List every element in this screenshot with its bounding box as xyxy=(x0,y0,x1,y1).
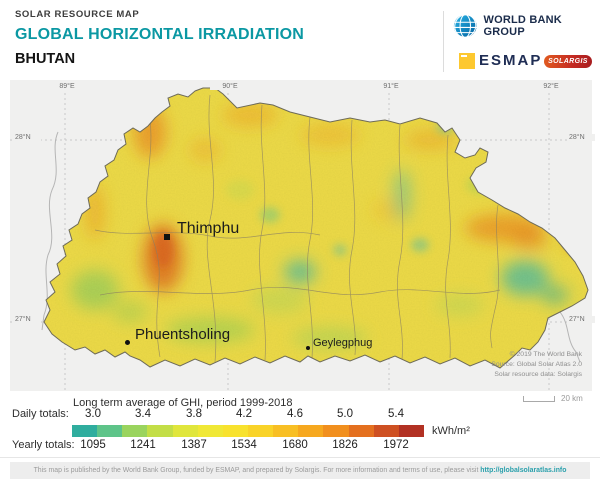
legend-daily-value: 4.6 xyxy=(287,408,303,420)
legend-unit: kWh/m² xyxy=(432,425,470,437)
map-credits: © 2019 The World Bank Source: Global Sol… xyxy=(491,350,582,380)
legend-yearly-value: 1534 xyxy=(231,439,257,451)
solargis-logo: SOLARGIS xyxy=(544,55,592,68)
world-bank-label: WORLD BANK GROUP xyxy=(483,14,562,38)
legend-colorbar xyxy=(72,425,424,437)
solargis-label: SOLARGIS xyxy=(548,58,588,65)
phuentsholing-marker xyxy=(125,340,130,345)
eyebrow-label: SOLAR RESOURCE MAP xyxy=(15,9,140,20)
lat-label-27n-right: 27°N xyxy=(567,316,595,323)
world-bank-logo: WORLD BANK GROUP xyxy=(452,12,600,40)
lat-label-28n-right: 28°N xyxy=(567,134,595,141)
legend-yearly-value: 1095 xyxy=(80,439,106,451)
map-panel: 89°E 90°E 91°E 92°E 28°N 28°N 27°N 27°N … xyxy=(10,80,595,391)
lat-label-28n-left: 28°N xyxy=(13,134,41,141)
city-label-thimphu: Thimphu xyxy=(177,220,240,237)
geylegphug-marker xyxy=(306,346,310,350)
legend-title: Long term average of GHI, period 1999-20… xyxy=(73,397,293,409)
header-divider xyxy=(443,11,444,72)
city-label-geylegphug: Geylegphug xyxy=(313,337,373,349)
footer-divider xyxy=(0,457,600,458)
colorbar-segment xyxy=(398,425,424,437)
colorbar-segment xyxy=(172,425,198,437)
legend-daily-label: Daily totals: xyxy=(12,408,69,420)
legend-daily-value: 5.0 xyxy=(337,408,353,420)
colorbar-segment xyxy=(147,425,173,437)
colorbar-segment xyxy=(348,425,374,437)
lon-label-90e: 90°E xyxy=(210,83,250,90)
footer-bar: This map is published by the World Bank … xyxy=(10,462,590,479)
scale-label: 20 km xyxy=(561,394,583,403)
colorbar-segment xyxy=(197,425,223,437)
colorbar-segment xyxy=(72,425,98,437)
footer-text: This map is published by the World Bank … xyxy=(34,467,567,474)
irradiation-raster xyxy=(44,88,588,368)
esmap-logo: ESMAP xyxy=(459,52,542,69)
colorbar-segment xyxy=(298,425,324,437)
lat-label-27n-left: 27°N xyxy=(13,316,41,323)
legend-daily-value: 5.4 xyxy=(388,408,404,420)
colorbar-segment xyxy=(97,425,123,437)
colorbar-segment xyxy=(373,425,399,437)
footer-text-body: This map is published by the World Bank … xyxy=(33,467,481,474)
neighbor-borders xyxy=(41,131,581,363)
city-label-phuentsholing: Phuentsholing xyxy=(135,326,231,343)
esmap-icon xyxy=(459,52,475,69)
legend-daily-value: 3.4 xyxy=(135,408,151,420)
lon-label-91e: 91°E xyxy=(371,83,411,90)
colorbar-segment xyxy=(122,425,148,437)
colorbar-segment xyxy=(323,425,349,437)
colorbar-segment xyxy=(222,425,248,437)
lon-label-92e: 92°E xyxy=(531,83,571,90)
legend-yearly-value: 1241 xyxy=(130,439,156,451)
lon-label-89e: 89°E xyxy=(47,83,87,90)
footer-link[interactable]: http://globalsolaratlas.info xyxy=(480,467,567,474)
page-title: GLOBAL HORIZONTAL IRRADIATION xyxy=(15,26,305,43)
country-title: BHUTAN xyxy=(15,51,76,67)
esmap-label: ESMAP xyxy=(479,52,543,69)
bhutan-map xyxy=(10,87,592,391)
legend-yearly-value: 1972 xyxy=(383,439,409,451)
legend-yearly-value: 1680 xyxy=(282,439,308,451)
bhutan-outline xyxy=(43,87,589,369)
legend-daily-value: 4.2 xyxy=(236,408,252,420)
credit-line: Source: Global Solar Atlas 2.0 xyxy=(491,361,582,368)
credit-line: © 2019 The World Bank xyxy=(509,351,582,358)
district-boundaries xyxy=(94,94,501,363)
thimphu-marker xyxy=(164,234,170,240)
colorbar-segment xyxy=(273,425,299,437)
credit-line: Solar resource data: Solargis xyxy=(494,371,582,378)
legend-daily-value: 3.8 xyxy=(186,408,202,420)
colorbar-segment xyxy=(247,425,274,437)
legend-yearly-value: 1826 xyxy=(332,439,358,451)
legend-yearly-label: Yearly totals: xyxy=(12,439,75,451)
scale-bar xyxy=(523,396,555,402)
legend-yearly-value: 1387 xyxy=(181,439,207,451)
world-bank-globe-icon xyxy=(453,14,477,38)
legend-daily-value: 3.0 xyxy=(85,408,101,420)
